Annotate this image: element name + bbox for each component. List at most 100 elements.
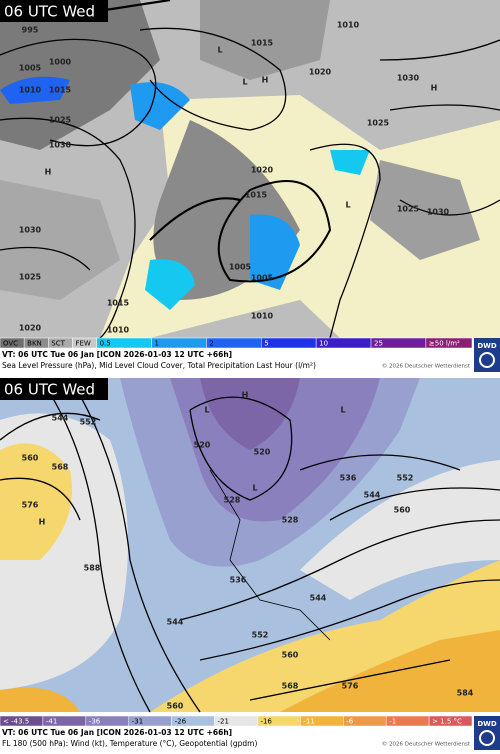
legend-label: 25: [374, 340, 383, 348]
map-label: L: [340, 406, 345, 415]
map-label: 1005: [19, 64, 42, 73]
map-label: 1015: [107, 299, 130, 308]
legend-label: 1: [154, 340, 158, 348]
legend-label: -11: [303, 718, 314, 726]
map-label: 536: [230, 576, 247, 585]
description: Sea Level Pressure (hPa), Mid Level Clou…: [2, 361, 316, 370]
map-label: 1010: [19, 86, 42, 95]
map-label: 536: [340, 474, 357, 483]
legend-swatch: [260, 337, 317, 349]
legend-label: FEW: [75, 340, 90, 348]
legend-label: OVC: [3, 340, 18, 348]
legend-label: -36: [89, 718, 101, 726]
map-label: 576: [22, 501, 39, 510]
legend-label: -21: [218, 718, 229, 726]
map-label: 568: [52, 463, 69, 472]
logo: DWD: [477, 720, 497, 728]
legend-label: 10: [319, 340, 328, 348]
legend-label: -6: [346, 718, 354, 726]
map-label: 1010: [337, 21, 360, 30]
legend-label: -1: [389, 718, 396, 726]
map-label: 1000: [49, 58, 72, 67]
logo: DWD: [477, 342, 497, 350]
logo-swirl: [479, 352, 495, 368]
panel-title: 06 UTC Wed: [4, 3, 95, 21]
map-label: 560: [282, 651, 299, 660]
legend-label: 0.5: [100, 340, 111, 348]
legend-swatch: [151, 337, 207, 349]
map-label: L: [242, 78, 247, 87]
valid-time: VT: 06 UTC Tue 06 Jan [ICON 2026-01-03 1…: [2, 728, 232, 737]
map-label: 1025: [367, 119, 390, 128]
map-label: 1005: [229, 263, 252, 272]
map-label: 1020: [309, 68, 332, 77]
map-label: 560: [167, 702, 184, 711]
map-label: 520: [194, 441, 211, 450]
map-label: H: [242, 391, 249, 400]
legend-label: 2: [209, 340, 213, 348]
map-label: 544: [167, 618, 184, 627]
legend-label: SCT: [51, 340, 65, 348]
map-label: H: [39, 518, 46, 527]
map-label: 576: [342, 682, 359, 691]
map-label: 1030: [19, 226, 42, 235]
map-label: 544: [310, 594, 327, 603]
map-label: 1030: [427, 208, 450, 217]
map-label: 528: [282, 516, 299, 525]
map-label: 1025: [19, 273, 42, 282]
valid-time: VT: 06 UTC Tue 06 Jan [ICON 2026-01-03 1…: [2, 350, 232, 359]
map-label: 568: [282, 682, 299, 691]
legend-label: -41: [46, 718, 57, 726]
map-label: 1005: [251, 274, 274, 283]
map-label: 1030: [397, 74, 420, 83]
map-label: 1020: [251, 166, 274, 175]
map-label: 1015: [49, 86, 72, 95]
copyright: © 2026 Deutscher Wetterdienst: [382, 741, 471, 748]
legend-label: 5: [264, 340, 268, 348]
map-label: 1020: [19, 324, 42, 333]
legend-label: -16: [260, 718, 272, 726]
panel-title: 06 UTC Wed: [4, 381, 95, 399]
map-label: 544: [52, 414, 69, 423]
map-label: 1010: [251, 312, 274, 321]
map-label: 1015: [245, 191, 268, 200]
logo-swirl: [479, 730, 495, 746]
map-label: 560: [22, 454, 39, 463]
map-label: 1030: [49, 141, 72, 150]
caption-bg: [0, 726, 472, 750]
map-bottom: [0, 377, 500, 713]
map-label: 560: [394, 506, 411, 515]
map-top: [0, 0, 500, 339]
map-label: 584: [457, 689, 474, 698]
map-label: 588: [84, 564, 101, 573]
legend-label: < -43.5: [3, 718, 29, 726]
title-box: [0, 0, 108, 22]
map-label: 552: [80, 418, 97, 427]
map-label: 1025: [397, 205, 420, 214]
legend-label: ≥50 l/m²: [429, 340, 460, 348]
map-label: 552: [397, 474, 414, 483]
copyright: © 2026 Deutscher Wetterdienst: [382, 363, 471, 370]
caption-bg: [0, 348, 472, 372]
map-label: L: [217, 46, 222, 55]
map-label: 1010: [107, 326, 130, 335]
map-label: 995: [22, 26, 39, 35]
map-label: H: [45, 168, 52, 177]
map-label: 552: [252, 631, 269, 640]
map-label: 528: [224, 496, 241, 505]
map-label: H: [262, 76, 269, 85]
legend-label: -31: [132, 718, 143, 726]
map-label: 1015: [251, 39, 274, 48]
map-label: 520: [254, 448, 271, 457]
map-label: L: [252, 484, 257, 493]
legend-label: -26: [175, 718, 187, 726]
map-label: 1025: [49, 116, 72, 125]
description: FL 180 (500 hPa): Wind (kt), Temperature…: [2, 739, 257, 748]
legend-swatch: [206, 337, 262, 349]
map-label: L: [204, 406, 209, 415]
map-label: H: [431, 84, 438, 93]
legend-label: BKN: [27, 340, 42, 348]
map-label: 544: [364, 491, 381, 500]
